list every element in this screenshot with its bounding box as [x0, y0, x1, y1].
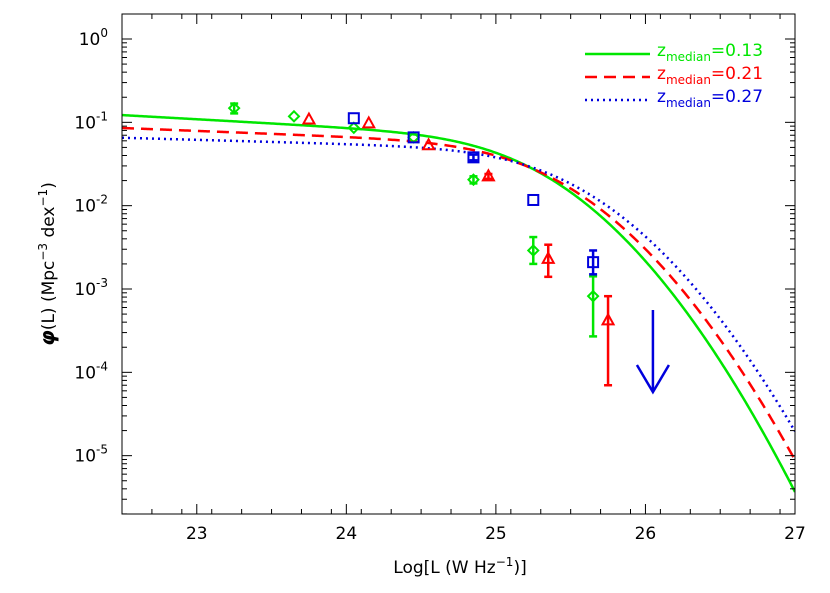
y-tick-label: 10-5: [74, 443, 108, 467]
triangle-marker: [541, 250, 556, 264]
triangle-marker: [301, 111, 317, 125]
diamond-marker: [227, 101, 241, 115]
diamond-marker: [467, 173, 480, 187]
x-tick-label: 26: [635, 524, 657, 544]
triangle-marker: [421, 137, 436, 151]
diamond-marker: [287, 109, 301, 123]
diamond-marker: [526, 244, 540, 257]
model-curves: [122, 113, 795, 493]
triangle-marker: [481, 168, 496, 182]
data-points: [227, 101, 670, 395]
y-tick-label: 10-1: [74, 109, 108, 133]
x-axis: 23 24 25 26 27: [121, 14, 806, 544]
triangle-marker: [361, 115, 376, 129]
plot-frame: [121, 13, 796, 515]
model-curve-dotted: [122, 136, 795, 433]
y-axis-label: φ(L) (Mpc−3 dex−1): [35, 182, 59, 346]
upper-limit-arrowhead: [635, 364, 670, 395]
square-marker: [347, 112, 360, 125]
model-curve-dashed: [122, 126, 795, 461]
x-axis-label: Log[L (W Hz−1)]: [393, 555, 526, 578]
x-tick-label: 23: [186, 524, 208, 544]
square-marker: [587, 256, 600, 269]
legend-entry: zmedian=0.27: [657, 87, 763, 110]
diamond-marker: [347, 121, 361, 135]
y-tick-label: 100: [79, 26, 108, 50]
y-axis: 100 10-1 10-2 10-3 10-4 10-5: [74, 26, 795, 515]
model-curve-solid: [122, 113, 795, 493]
square-marker: [467, 151, 480, 164]
y-tick-label: 10-4: [74, 359, 108, 383]
triangle-marker: [600, 312, 616, 326]
legend-entry: zmedian=0.13: [657, 41, 763, 64]
y-tick-label: 10-3: [74, 276, 108, 300]
legend-entry: zmedian=0.21: [657, 64, 763, 87]
x-tick-label: 25: [485, 524, 507, 544]
y-tick-label: 10-2: [74, 193, 108, 217]
x-tick-label: 24: [336, 524, 358, 544]
diamond-marker: [586, 289, 600, 303]
square-marker: [527, 193, 540, 206]
square-marker: [407, 131, 420, 144]
x-tick-label: 27: [784, 524, 806, 544]
